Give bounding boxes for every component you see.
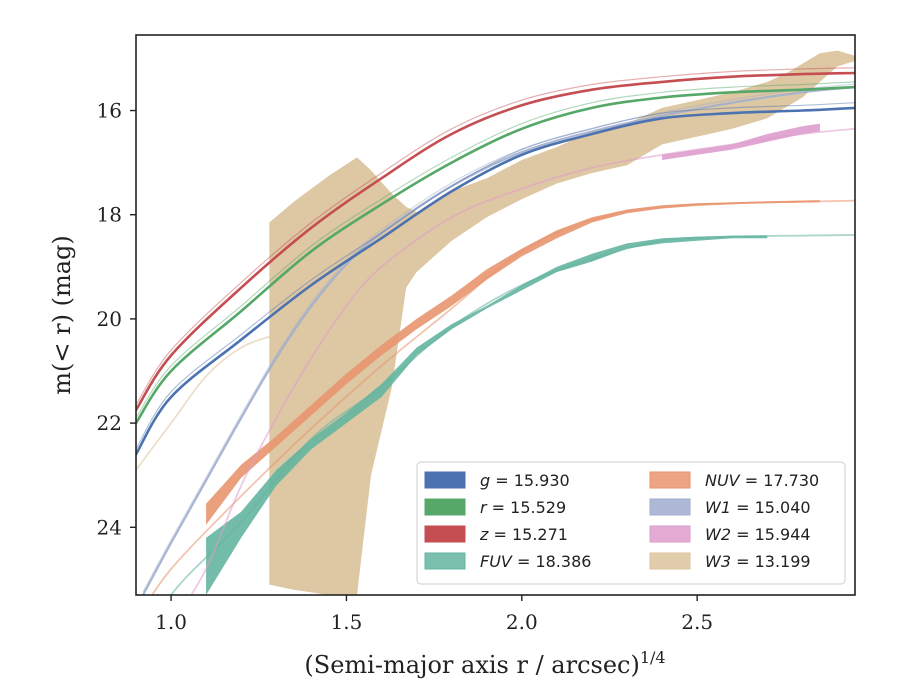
y-tick-label: 24 bbox=[97, 515, 122, 539]
legend-swatch bbox=[649, 471, 691, 489]
legend-item-fuv: FUV = 18.386 bbox=[424, 552, 591, 571]
legend-label: z = 15.271 bbox=[479, 525, 568, 544]
legend-label: NUV = 17.730 bbox=[705, 471, 819, 490]
legend-swatch bbox=[649, 552, 691, 570]
y-tick-label: 20 bbox=[97, 307, 122, 331]
legend-item-w3: W3 = 13.199 bbox=[649, 552, 811, 571]
y-tick-label: 16 bbox=[97, 99, 122, 123]
x-axis-label-text: (Semi-major axis r / arcsec) bbox=[304, 651, 639, 679]
series-w2-band bbox=[662, 123, 820, 160]
series-r-line bbox=[136, 85, 855, 425]
x-tick-label: 2.0 bbox=[506, 610, 538, 634]
legend-item-r: r = 15.529 bbox=[424, 498, 566, 517]
axes-layer: 1.0 1.5 2.0 2.5 16 18 20 22 24 bbox=[97, 99, 714, 634]
series-w3-band bbox=[269, 50, 855, 595]
legend-swatch bbox=[424, 471, 466, 489]
legend-swatch bbox=[424, 525, 466, 543]
series-g-line bbox=[136, 106, 855, 456]
series-w1-line bbox=[141, 86, 855, 595]
legend-item-g: g = 15.930 bbox=[424, 471, 570, 490]
y-tick-label: 22 bbox=[97, 411, 122, 435]
series-w1 bbox=[141, 83, 855, 595]
legend-label: W2 = 15.944 bbox=[705, 525, 811, 544]
series-w3 bbox=[136, 50, 855, 595]
legend-label: r = 15.529 bbox=[480, 498, 566, 517]
x-tick-label: 1.0 bbox=[155, 610, 187, 634]
x-axis-label: (Semi-major axis r / arcsec)1/4 bbox=[304, 648, 665, 679]
x-tick-label: 2.5 bbox=[681, 610, 713, 634]
series-r bbox=[136, 81, 855, 425]
legend-swatch bbox=[649, 525, 691, 543]
legend: g = 15.930 r = 15.529 z = 15.271 FUV = 18.3… bbox=[416, 461, 846, 585]
series-layer bbox=[136, 50, 855, 595]
legend-box bbox=[416, 461, 846, 585]
series-w1-band-edge bbox=[142, 83, 855, 593]
series-r-band-edge bbox=[136, 81, 855, 419]
series-fuv bbox=[169, 234, 855, 595]
series-w2 bbox=[190, 123, 855, 595]
series-z bbox=[136, 67, 855, 412]
plot-frame bbox=[135, 34, 856, 596]
series-z-line bbox=[136, 71, 855, 412]
legend-swatch bbox=[424, 498, 466, 516]
legend-item-nuv: NUV = 17.730 bbox=[649, 471, 819, 490]
series-g bbox=[136, 102, 855, 456]
legend-label: FUV = 18.386 bbox=[480, 552, 591, 571]
series-z-band-edge bbox=[136, 67, 855, 406]
legend-swatch bbox=[424, 552, 466, 570]
series-w2-line bbox=[190, 127, 855, 595]
legend-swatch bbox=[649, 498, 691, 516]
y-axis-label: m(< r) (mag) bbox=[48, 235, 76, 394]
legend-label: W1 = 15.040 bbox=[705, 498, 811, 517]
legend-label: W3 = 13.199 bbox=[705, 552, 811, 571]
legend-label: g = 15.930 bbox=[480, 471, 570, 490]
series-fuv-band bbox=[206, 235, 768, 595]
legend-item-z: z = 15.271 bbox=[424, 525, 568, 544]
legend-item-w1: W1 = 15.040 bbox=[649, 498, 811, 517]
x-axis-label-exponent: 1/4 bbox=[640, 648, 666, 667]
legend-item-w2: W2 = 15.944 bbox=[649, 525, 811, 544]
y-tick-label: 18 bbox=[97, 203, 122, 227]
x-tick-label: 1.5 bbox=[331, 610, 363, 634]
series-fuv-line bbox=[169, 234, 855, 595]
series-g-band-edge bbox=[136, 102, 855, 450]
series-w3-line bbox=[136, 333, 278, 471]
